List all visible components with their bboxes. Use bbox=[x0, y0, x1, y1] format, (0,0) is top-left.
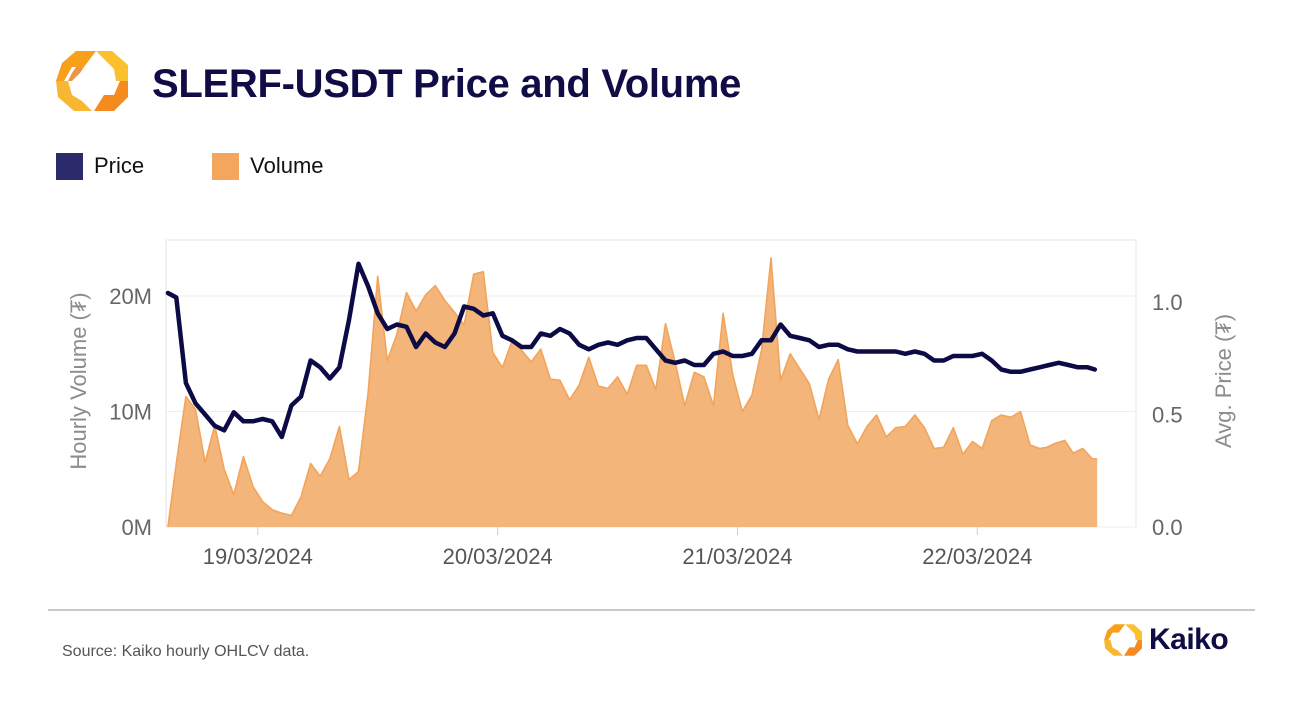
volume-area-layer bbox=[167, 257, 1098, 528]
x-tick-label: 22/03/2024 bbox=[922, 544, 1032, 569]
volume-area bbox=[167, 257, 1098, 527]
legend-item-volume[interactable]: Volume bbox=[212, 152, 324, 180]
legend-label-volume: Volume bbox=[250, 153, 324, 178]
kaiko-brand-name: Kaiko bbox=[1149, 623, 1229, 656]
kaiko-brand[interactable]: Kaiko bbox=[1103, 622, 1229, 658]
legend-item-price[interactable]: Price bbox=[56, 152, 145, 180]
x-tick-label: 20/03/2024 bbox=[443, 544, 553, 569]
legend-label-price: Price bbox=[94, 153, 145, 178]
right-tick-label: 0.0 bbox=[1152, 515, 1183, 540]
footer-divider bbox=[48, 609, 1255, 611]
price-volume-chart: 0M 10M 20M 0.0 0.5 1.0 19/03/2024 20/03/2024 2… bbox=[66, 239, 1236, 569]
kaiko-logo-icon bbox=[56, 51, 128, 111]
y-axis-label-left: Hourly Volume (₮) bbox=[66, 292, 91, 469]
price-line bbox=[165, 261, 1098, 440]
left-tick-label: 0M bbox=[121, 515, 152, 540]
y-axis-label-right: Avg. Price (₮) bbox=[1211, 314, 1236, 448]
left-axis-ticks: 0M 10M 20M bbox=[109, 284, 152, 540]
x-tick-label: 19/03/2024 bbox=[203, 544, 313, 569]
chart-title: SLERF-USDT Price and Volume bbox=[152, 62, 742, 106]
right-tick-label: 0.5 bbox=[1152, 403, 1183, 428]
source-note: Source: Kaiko hourly OHLCV data. bbox=[62, 643, 310, 660]
left-tick-label: 20M bbox=[109, 284, 152, 309]
x-tick-label: 21/03/2024 bbox=[682, 544, 792, 569]
left-tick-label: 10M bbox=[109, 400, 152, 425]
kaiko-brand-icon bbox=[1104, 624, 1142, 656]
price-line-layer bbox=[165, 261, 1098, 440]
legend-swatch-volume bbox=[212, 152, 240, 180]
chart-legend: Price Volume bbox=[56, 150, 392, 182]
legend-swatch-price bbox=[56, 152, 83, 180]
x-axis-ticks: 19/03/2024 20/03/2024 21/03/2024 22/03/2024 bbox=[203, 527, 1032, 569]
right-tick-label: 1.0 bbox=[1152, 290, 1183, 315]
right-axis-ticks: 0.0 0.5 1.0 bbox=[1152, 290, 1183, 540]
volume-area-outline bbox=[167, 257, 1098, 528]
